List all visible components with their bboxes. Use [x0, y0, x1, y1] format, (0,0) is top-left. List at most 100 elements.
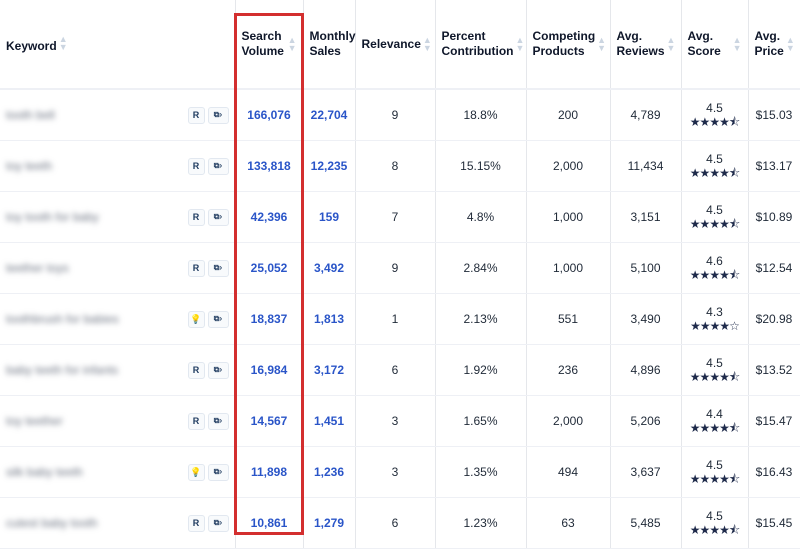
- monthly-sales-cell[interactable]: 22,704: [303, 89, 356, 141]
- avg-reviews-cell: 3,490: [610, 293, 682, 345]
- keyword-cell: toy teeth R ⧉›: [0, 140, 236, 192]
- column-header-percent-contribution[interactable]: Percent Contribution ▲ ▼: [435, 0, 527, 90]
- sort-icon[interactable]: ▲ ▼: [287, 35, 297, 53]
- monthly-sales-cell[interactable]: 159: [303, 191, 356, 243]
- monthly-sales-cell[interactable]: 12,235: [303, 140, 356, 192]
- search-volume-cell[interactable]: 11,898: [235, 446, 304, 498]
- header-row: Keyword ▲ ▼ Search Volume ▲ ▼ Monthly Sales Re…: [0, 0, 800, 90]
- search-volume-cell[interactable]: 10,861: [235, 497, 304, 549]
- column-header-relevance[interactable]: Relevance ▲ ▼: [355, 0, 436, 90]
- relevance-cell: 3: [355, 395, 436, 447]
- column-header-avg-reviews[interactable]: Avg. Reviews ▲ ▼: [610, 0, 682, 90]
- avg-reviews-cell: 5,485: [610, 497, 682, 549]
- search-volume-cell[interactable]: 42,396: [235, 191, 304, 243]
- badge-icon[interactable]: R: [187, 361, 205, 379]
- badge-icon[interactable]: R: [187, 157, 205, 175]
- keyword-text[interactable]: cutest baby tooth: [6, 516, 98, 530]
- relevance-cell: 8: [355, 140, 436, 192]
- keyword-text[interactable]: toy teether: [6, 414, 63, 428]
- column-header-keyword[interactable]: Keyword ▲ ▼: [0, 0, 236, 90]
- table-row[interactable]: toy tooth for baby R ⧉› 42,396 159 7 4.8…: [0, 191, 800, 243]
- keyword-cell: baby teeth for infants R ⧉›: [0, 344, 236, 396]
- relevance-cell: 6: [355, 344, 436, 396]
- avg-score-cell: 4.3 ★★★★☆: [681, 293, 749, 345]
- table-row[interactable]: silk baby teeth 💡 ⧉› 11,898 1,236 3 1.35…: [0, 446, 800, 498]
- sort-icon[interactable]: ▲ ▼: [785, 35, 795, 53]
- product-cube-icon[interactable]: ⧉›: [207, 157, 229, 175]
- badge-icon[interactable]: R: [187, 514, 205, 532]
- badge-icon[interactable]: R: [187, 208, 205, 226]
- monthly-sales-cell[interactable]: 3,492: [303, 242, 356, 294]
- relevance-cell: 1: [355, 293, 436, 345]
- percent-contribution-cell: 1.23%: [435, 497, 527, 549]
- product-cube-icon[interactable]: ⧉›: [207, 259, 229, 277]
- star-rating-icon: ★★★★⯪: [689, 523, 740, 537]
- badge-icon[interactable]: R: [187, 259, 205, 277]
- badge-icon[interactable]: R: [187, 412, 205, 430]
- keyword-text[interactable]: silk baby teeth: [6, 465, 83, 479]
- badge-icon[interactable]: R: [187, 106, 205, 124]
- badge-icon[interactable]: 💡: [187, 310, 205, 328]
- avg-price-cell: $13.52: [748, 344, 800, 396]
- avg-score-cell: 4.5 ★★★★⯪: [681, 191, 749, 243]
- keyword-text[interactable]: toy teeth: [6, 159, 53, 173]
- sort-icon[interactable]: ▲ ▼: [422, 35, 432, 53]
- avg-price-cell: $13.17: [748, 140, 800, 192]
- column-header-search-volume[interactable]: Search Volume ▲ ▼: [235, 0, 304, 90]
- star-rating-icon: ★★★★⯪: [689, 472, 740, 486]
- search-volume-cell[interactable]: 166,076: [235, 89, 304, 141]
- sort-icon[interactable]: ▲ ▼: [58, 33, 68, 52]
- monthly-sales-cell[interactable]: 1,279: [303, 497, 356, 549]
- product-cube-icon[interactable]: ⧉›: [207, 361, 229, 379]
- product-cube-icon[interactable]: ⧉›: [207, 514, 229, 532]
- keyword-cell: toy teether R ⧉›: [0, 395, 236, 447]
- product-cube-icon[interactable]: ⧉›: [207, 208, 229, 226]
- product-cube-icon[interactable]: ⧉›: [207, 310, 229, 328]
- search-volume-cell[interactable]: 25,052: [235, 242, 304, 294]
- keyword-text[interactable]: tooth bell: [6, 108, 55, 122]
- search-volume-cell[interactable]: 16,984: [235, 344, 304, 396]
- star-rating-icon: ★★★★⯪: [689, 370, 740, 384]
- keyword-text[interactable]: teether toys: [6, 261, 69, 275]
- product-cube-icon[interactable]: ⧉›: [207, 463, 229, 481]
- monthly-sales-cell[interactable]: 1,813: [303, 293, 356, 345]
- competing-products-cell: 2,000: [526, 395, 611, 447]
- avg-score-cell: 4.6 ★★★★⯪: [681, 242, 749, 294]
- search-volume-cell[interactable]: 14,567: [235, 395, 304, 447]
- search-volume-cell[interactable]: 18,837: [235, 293, 304, 345]
- keyword-text[interactable]: baby teeth for infants: [6, 363, 119, 377]
- column-header-competing-products[interactable]: Competing Products ▲ ▼: [526, 0, 611, 90]
- sort-icon[interactable]: ▲ ▼: [515, 35, 525, 53]
- keyword-cell: teether toys R ⧉›: [0, 242, 236, 294]
- column-header-monthly-sales[interactable]: Monthly Sales: [303, 0, 356, 90]
- product-cube-icon[interactable]: ⧉›: [207, 106, 229, 124]
- monthly-sales-cell[interactable]: 1,451: [303, 395, 356, 447]
- sort-icon[interactable]: ▲ ▼: [666, 35, 676, 53]
- star-rating-icon: ★★★★☆: [690, 319, 740, 333]
- relevance-cell: 6: [355, 497, 436, 549]
- percent-contribution-cell: 1.92%: [435, 344, 527, 396]
- table-row[interactable]: cutest baby tooth R ⧉› 10,861 1,279 6 1.…: [0, 497, 800, 549]
- competing-products-cell: 236: [526, 344, 611, 396]
- table-row[interactable]: baby teeth for infants R ⧉› 16,984 3,172…: [0, 344, 800, 396]
- sort-icon[interactable]: ▲ ▼: [732, 35, 742, 53]
- competing-products-cell: 551: [526, 293, 611, 345]
- star-rating-icon: ★★★★⯪: [689, 115, 740, 129]
- monthly-sales-cell[interactable]: 1,236: [303, 446, 356, 498]
- sort-icon[interactable]: ▲ ▼: [597, 35, 607, 53]
- table-row[interactable]: teether toys R ⧉› 25,052 3,492 9 2.84% 1…: [0, 242, 800, 294]
- keyword-text[interactable]: toy tooth for baby: [6, 210, 99, 224]
- column-header-avg-price[interactable]: Avg. Price ▲ ▼: [748, 0, 800, 90]
- keyword-text[interactable]: toothbrush for babies: [6, 312, 119, 326]
- table-row[interactable]: toothbrush for babies 💡 ⧉› 18,837 1,813 …: [0, 293, 800, 345]
- monthly-sales-cell[interactable]: 3,172: [303, 344, 356, 396]
- avg-score-cell: 4.5 ★★★★⯪: [681, 446, 749, 498]
- badge-icon[interactable]: 💡: [187, 463, 205, 481]
- relevance-cell: 9: [355, 242, 436, 294]
- column-header-avg-score[interactable]: Avg. Score ▲ ▼: [681, 0, 749, 90]
- table-row[interactable]: toy teeth R ⧉› 133,818 12,235 8 15.15% 2…: [0, 140, 800, 192]
- table-row[interactable]: toy teether R ⧉› 14,567 1,451 3 1.65% 2,…: [0, 395, 800, 447]
- product-cube-icon[interactable]: ⧉›: [207, 412, 229, 430]
- search-volume-cell[interactable]: 133,818: [235, 140, 304, 192]
- table-row[interactable]: tooth bell R ⧉› 166,076 22,704 9 18.8% 2…: [0, 89, 800, 141]
